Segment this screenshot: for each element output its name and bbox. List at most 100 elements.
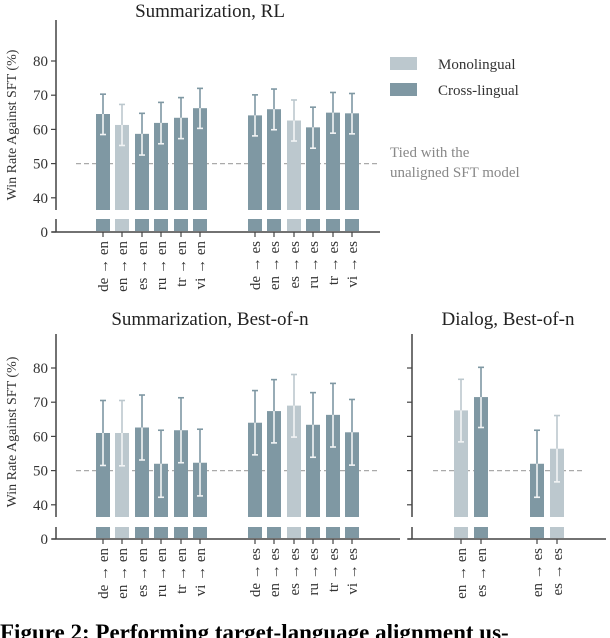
panel-title-dialog-bon: Dialog, Best-of-n xyxy=(442,309,575,330)
bar xyxy=(267,411,281,517)
bar xyxy=(454,410,468,517)
bar xyxy=(115,124,129,210)
bar-base xyxy=(454,527,468,538)
x-tick-label: ru → en xyxy=(154,241,170,291)
y-axis-label-bottom: Win Rate Against SFT (%) xyxy=(5,356,20,507)
x-tick-label: vi → es xyxy=(345,548,361,595)
x-tick-label: en → es xyxy=(267,241,283,290)
legend-swatch-monolingual xyxy=(390,57,417,70)
x-tick-label: ru → es xyxy=(306,241,322,289)
bar xyxy=(326,414,340,517)
bar xyxy=(287,405,301,517)
x-tick-label: es → es xyxy=(287,548,303,596)
bar-base xyxy=(135,219,149,231)
bar xyxy=(193,108,207,210)
bar-base xyxy=(115,527,129,538)
bar-base xyxy=(115,219,129,231)
x-tick-label: es → en xyxy=(135,548,151,598)
x-tick-label: vi → en xyxy=(193,548,209,597)
bar xyxy=(326,112,340,210)
bar-base xyxy=(193,219,207,231)
x-tick-label: de → es xyxy=(248,548,264,597)
x-tick-label: tr → es xyxy=(326,548,342,592)
legend-swatch-cross-lingual xyxy=(390,83,417,96)
x-tick-label: de → en xyxy=(96,548,112,599)
bar-base xyxy=(287,527,301,538)
bar-base xyxy=(530,527,544,538)
bar-base xyxy=(248,527,262,538)
bar-base xyxy=(267,527,281,538)
y-tick-label: 0 xyxy=(41,225,49,241)
x-tick-label: ru → en xyxy=(154,548,170,598)
bar xyxy=(96,114,110,210)
y-tick-label: 60 xyxy=(33,429,48,445)
y-tick-label: 0 xyxy=(41,532,49,548)
bar-base xyxy=(306,527,320,538)
y-tick-label: 80 xyxy=(33,54,48,70)
bar-base xyxy=(306,219,320,231)
bar-base xyxy=(248,219,262,231)
x-tick-label: de → es xyxy=(248,241,264,290)
x-tick-label: ru → es xyxy=(306,548,322,596)
legend: Monolingual Cross-lingual xyxy=(390,57,519,99)
x-tick-label: en → es xyxy=(267,548,283,597)
bar-base xyxy=(326,527,340,538)
bar xyxy=(96,432,110,517)
y-tick-label: 80 xyxy=(33,361,48,377)
panel-title-summarization-bon: Summarization, Best-of-n xyxy=(111,309,309,330)
x-tick-label: es → es xyxy=(287,241,303,289)
bar xyxy=(174,430,188,517)
bar xyxy=(306,127,320,210)
y-tick-label: 60 xyxy=(33,122,48,138)
bar-base xyxy=(96,527,110,538)
bar-base xyxy=(135,527,149,538)
y-tick-label: 40 xyxy=(33,498,48,514)
bar xyxy=(135,427,149,517)
x-tick-label: en → en xyxy=(115,241,131,292)
bar-base xyxy=(174,527,188,538)
bar-base xyxy=(345,219,359,231)
x-tick-label: en → en xyxy=(115,548,131,599)
bar-base xyxy=(193,527,207,538)
x-tick-label: es → en xyxy=(135,241,151,291)
bar-base xyxy=(267,219,281,231)
x-tick-label: tr → en xyxy=(174,548,190,594)
x-tick-label: es → es xyxy=(550,548,566,596)
x-tick-label: es → en xyxy=(474,548,490,598)
x-tick-label: de → en xyxy=(96,241,112,292)
bar xyxy=(248,115,262,210)
bar xyxy=(550,448,564,517)
x-tick-label: vi → en xyxy=(193,241,209,290)
x-tick-label: en → en xyxy=(454,548,470,599)
bar-base xyxy=(345,527,359,538)
bar xyxy=(287,120,301,210)
bar xyxy=(174,117,188,210)
bar xyxy=(474,397,488,517)
legend-label-cross-lingual: Cross-lingual xyxy=(438,83,519,99)
bar xyxy=(135,133,149,210)
y-tick-label: 70 xyxy=(33,88,48,104)
panel-title-summarization-rl: Summarization, RL xyxy=(135,1,285,22)
bar-base xyxy=(174,219,188,231)
y-tick-label: 50 xyxy=(33,157,48,173)
bar xyxy=(115,432,129,517)
bar-base xyxy=(287,219,301,231)
y-tick-label: 40 xyxy=(33,191,48,207)
bar xyxy=(306,424,320,517)
reference-annotation-line1: Tied with the xyxy=(390,145,470,161)
bar-base xyxy=(474,527,488,538)
x-tick-label: tr → es xyxy=(326,241,342,285)
bar-base xyxy=(154,219,168,231)
bar-base xyxy=(154,527,168,538)
bar xyxy=(248,422,262,517)
bar xyxy=(267,109,281,210)
bar xyxy=(345,432,359,517)
y-tick-label: 50 xyxy=(33,464,48,480)
reference-annotation-line2: unaligned SFT model xyxy=(390,165,520,181)
x-tick-label: tr → en xyxy=(174,241,190,287)
bar xyxy=(345,113,359,210)
bar-base xyxy=(550,527,564,538)
